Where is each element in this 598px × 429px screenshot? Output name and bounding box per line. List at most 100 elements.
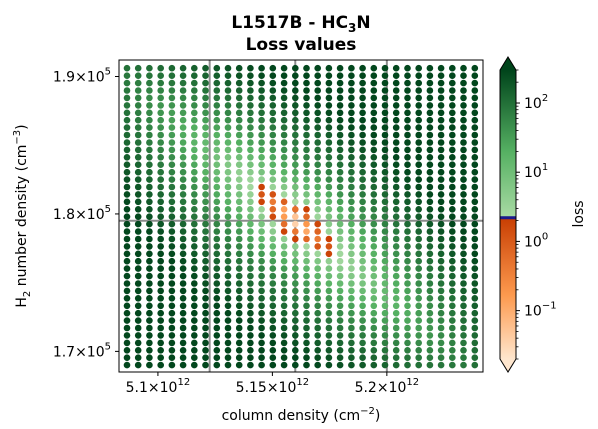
scatter-point [471,198,479,206]
scatter-point [325,139,333,146]
scatter-point [213,109,221,117]
scatter-point [471,257,479,265]
scatter-point [168,272,176,280]
scatter-point [460,213,467,220]
scatter-point [348,220,355,228]
scatter-point [415,302,423,310]
scatter-point [292,287,299,295]
scatter-point [303,79,310,87]
scatter-point [191,265,198,272]
scatter-point [224,79,232,87]
scatter-point [471,206,479,213]
scatter-point [134,228,142,235]
scatter-point [168,265,176,272]
scatter-point [449,257,456,265]
scatter-point [415,102,423,109]
scatter-point [179,317,187,324]
scatter-point [471,220,479,228]
scatter-point [415,272,423,280]
scatter-point [392,250,400,258]
scatter-point [202,87,209,94]
scatter-point [191,79,198,87]
scatter-point [191,213,198,220]
scatter-point [460,102,467,109]
scatter-point [202,183,209,191]
scatter-point [449,309,456,317]
scatter-point [280,183,288,191]
scatter-point [191,295,198,302]
scatter-point [437,339,445,347]
scatter-point [336,280,344,287]
scatter-point [303,220,310,228]
chart-title-line1: L1517B - HC3N [231,13,370,35]
scatter-point [280,64,288,72]
scatter-point [471,64,479,72]
scatter-point [224,302,232,310]
scatter-point [437,198,445,206]
scatter-point [325,302,333,310]
scatter-point [157,131,164,139]
scatter-point [404,257,411,265]
scatter-point [303,295,310,302]
scatter-point [280,332,288,339]
scatter-point [370,354,378,362]
scatter-point [146,206,153,213]
scatter-point [460,109,467,117]
scatter-point [348,64,355,72]
scatter-point [381,198,389,206]
scatter-point [123,309,131,317]
scatter-point [168,183,176,191]
scatter-point [292,161,299,168]
x-tick-label-2: 5.2×1012 [355,377,420,396]
scatter-point [392,309,400,317]
scatter-point [213,228,221,235]
scatter-point [235,295,243,302]
scatter-point [168,220,176,228]
scatter-point [134,280,142,287]
scatter-point [370,176,378,183]
scatter-point [146,220,153,228]
scatter-point [168,131,176,139]
colorbar-label: loss [571,200,587,227]
scatter-point [280,361,288,369]
scatter-point [134,265,142,272]
scatter-point [359,265,366,272]
scatter-point [213,94,221,102]
scatter-point [224,220,232,228]
scatter-point [157,176,164,183]
scatter-point [213,332,221,339]
scatter-point [247,354,254,362]
scatter-point [336,146,344,154]
scatter-point [359,332,366,339]
scatter-point [336,64,344,72]
scatter-point [426,250,434,258]
scatter-point [269,198,277,206]
scatter-point [280,257,288,265]
scatter-point [359,191,366,198]
scatter-point [134,235,142,243]
scatter-point [460,206,467,213]
scatter-point [123,131,131,139]
scatter-point [247,176,254,183]
scatter-point [415,79,423,87]
scatter-point [426,243,434,250]
scatter-point [235,72,243,79]
scatter-point [224,183,232,191]
scatter-point [460,168,467,176]
scatter-point [157,295,164,302]
scatter-point [224,131,232,139]
scatter-point [258,213,265,220]
scatter-point [437,109,445,117]
scatter-point [415,124,423,131]
scatter-point [292,72,299,79]
scatter-point [146,94,153,102]
scatter-point [202,191,209,198]
scatter-point [381,235,389,243]
scatter-point [303,317,310,324]
scatter-point [426,228,434,235]
scatter-point [449,154,456,161]
scatter-point [314,176,322,183]
scatter-point [392,347,400,354]
scatter-point [449,64,456,72]
scatter-point [381,272,389,280]
